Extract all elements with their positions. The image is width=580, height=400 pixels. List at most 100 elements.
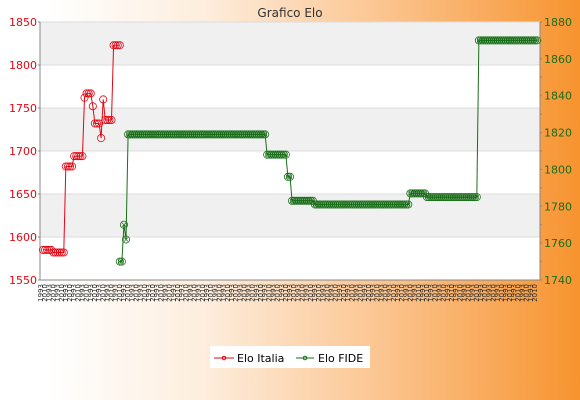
data-point-fide: [402, 200, 411, 209]
right-axis-tick-label: 1880: [544, 16, 572, 29]
data-point-fide: [173, 130, 182, 139]
x-tick-label: 2010: [49, 284, 57, 302]
data-point-fide: [360, 200, 369, 209]
x-tick-label: 2010: [116, 284, 124, 302]
data-point-italia: [113, 41, 122, 50]
data-point-fide: [387, 200, 396, 209]
data-point-italia: [107, 116, 116, 125]
legend-label-italia: Elo Italia: [237, 352, 284, 365]
data-point-fide: [252, 130, 261, 139]
data-point-fide: [327, 200, 336, 209]
data-point-fide: [344, 200, 353, 209]
x-tick-label: 1993: [369, 284, 377, 302]
data-point-italia: [84, 89, 93, 98]
data-point-italia: [97, 134, 106, 143]
data-point-fide: [319, 200, 328, 209]
data-point-fide: [128, 130, 137, 139]
data-point-fide: [279, 150, 288, 159]
legend-marker-italia: [221, 355, 227, 361]
legend-box: [210, 346, 370, 368]
data-point-fide: [159, 130, 168, 139]
data-point-fide: [377, 200, 386, 209]
x-tick-label: 1993: [469, 284, 477, 302]
data-point-fide: [489, 36, 498, 45]
x-tick-label: 1993: [87, 284, 95, 302]
x-tick-label: 1993: [269, 284, 277, 302]
x-tick-label: 1993: [519, 284, 527, 302]
data-point-fide: [317, 200, 326, 209]
x-tick-label: 1993: [286, 284, 294, 302]
x-tick-label: 2010: [41, 284, 49, 302]
data-point-fide: [493, 36, 502, 45]
x-tick-label: 2010: [207, 284, 215, 302]
data-point-fide: [452, 193, 461, 202]
data-point-fide: [263, 150, 272, 159]
x-tick-label: 1993: [203, 284, 211, 302]
data-point-italia: [99, 95, 108, 104]
left-axis-tick-label: 1800: [9, 59, 37, 72]
x-tick-label: 1993: [411, 284, 419, 302]
x-tick-label: 2010: [83, 284, 91, 302]
data-point-fide: [329, 200, 338, 209]
x-tick-label: 2010: [299, 284, 307, 302]
data-point-fide: [229, 130, 238, 139]
data-point-fide: [200, 130, 209, 139]
data-point-fide: [398, 200, 407, 209]
left-axis-tick-label: 1550: [9, 274, 37, 287]
data-point-italia: [90, 119, 99, 128]
data-point-italia: [59, 248, 68, 257]
data-point-italia: [72, 152, 81, 161]
data-point-mark-fide: [534, 38, 540, 43]
data-point-fide: [495, 36, 504, 45]
data-point-fide: [175, 130, 184, 139]
data-point-fide: [302, 196, 311, 205]
data-point-italia: [55, 248, 64, 257]
x-tick-label: 2010: [423, 284, 431, 302]
data-point-fide: [342, 200, 351, 209]
x-tick-label: 2010: [323, 284, 331, 302]
data-point-fide: [122, 235, 131, 244]
data-point-fide: [439, 193, 448, 202]
x-tick-label: 2010: [431, 284, 439, 302]
data-point-fide: [163, 130, 172, 139]
x-tick-label: 1993: [195, 284, 203, 302]
data-point-fide: [211, 130, 220, 139]
data-point-fide: [225, 130, 234, 139]
data-point-mark-fide: [283, 152, 289, 157]
x-tick-label: 1993: [112, 284, 120, 302]
data-point-fide: [323, 200, 332, 209]
data-point-fide: [476, 36, 485, 45]
data-point-fide: [408, 189, 417, 198]
data-point-italia: [101, 116, 110, 125]
data-point-fide: [373, 200, 382, 209]
data-point-fide: [267, 150, 276, 159]
x-tick-label: 2010: [315, 284, 323, 302]
data-point-fide: [223, 130, 232, 139]
data-point-fide: [406, 189, 415, 198]
data-point-fide: [205, 130, 214, 139]
data-point-fide: [194, 130, 203, 139]
data-point-fide: [315, 200, 324, 209]
data-point-fide: [138, 130, 147, 139]
x-tick-label: 1993: [70, 284, 78, 302]
right-axis-tick-label: 1760: [544, 237, 572, 250]
x-tick-label: 2010: [332, 284, 340, 302]
data-point-italia: [65, 162, 74, 171]
data-point-fide: [364, 200, 373, 209]
x-tick-label: 1993: [336, 284, 344, 302]
data-point-fide: [304, 196, 313, 205]
data-point-fide: [487, 36, 496, 45]
data-point-fide: [136, 130, 145, 139]
left-axis-tick-label: 1600: [9, 231, 37, 244]
x-tick-label: 1993: [37, 284, 45, 302]
right-y-axis: 1740 1760 1780 1800 1820 1840 1860 1880: [540, 16, 572, 287]
data-point-fide: [414, 189, 423, 198]
data-point-fide: [167, 130, 176, 139]
data-point-fide: [447, 193, 456, 202]
x-tick-label: 1993: [394, 284, 402, 302]
x-tick-label: 2010: [249, 284, 257, 302]
x-tick-label: 1993: [436, 284, 444, 302]
data-point-fide: [354, 200, 363, 209]
data-point-fide: [325, 200, 334, 209]
data-point-fide: [506, 36, 515, 45]
